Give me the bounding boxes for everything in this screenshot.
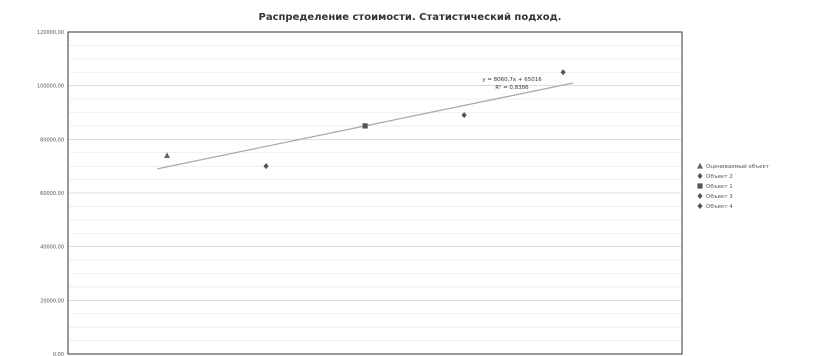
legend-entry-label: Оцениваемый объект bbox=[706, 163, 770, 170]
legend-marker bbox=[697, 183, 703, 189]
data-point-series-4 bbox=[461, 112, 467, 119]
data-point-series-2 bbox=[263, 163, 269, 170]
y-tick-label: 80000,00 bbox=[40, 137, 64, 143]
legend-marker bbox=[697, 162, 703, 169]
legend-marker bbox=[697, 173, 703, 179]
legend-entry-label: Объект 2 bbox=[706, 174, 733, 180]
legend-entry-label: Объект 3 bbox=[706, 194, 733, 200]
data-point-series-5 bbox=[560, 69, 566, 76]
legend-entry-label: Объект 4 bbox=[706, 204, 733, 210]
chart-title: Распределение стоимости. Статистический … bbox=[259, 12, 562, 23]
y-tick-label: 40000,00 bbox=[40, 245, 64, 251]
trendline-r-squared: R² = 0,8386 bbox=[495, 84, 529, 91]
legend-entry-label: Объект 1 bbox=[706, 184, 733, 190]
data-point-series-1 bbox=[164, 152, 171, 159]
y-tick-label: 0,00 bbox=[53, 352, 64, 356]
y-axis-tick-labels: 0,00 20000,00 40000,00 60000,00 80000,00 1000… bbox=[37, 30, 64, 356]
legend-marker bbox=[697, 203, 703, 209]
data-point-series-3 bbox=[362, 123, 368, 129]
legend: Оцениваемый объект Объект 2 Объект 1 Объект… bbox=[697, 162, 770, 210]
y-tick-label: 60000,00 bbox=[40, 191, 64, 197]
trendline-equation: y = 8060,7x + 65016 bbox=[482, 77, 542, 83]
y-tick-label: 100000,00 bbox=[37, 84, 64, 90]
y-tick-label: 20000,00 bbox=[40, 298, 64, 304]
data-points bbox=[164, 69, 566, 170]
legend-marker bbox=[697, 193, 703, 199]
y-tick-label: 120000,00 bbox=[37, 30, 64, 36]
